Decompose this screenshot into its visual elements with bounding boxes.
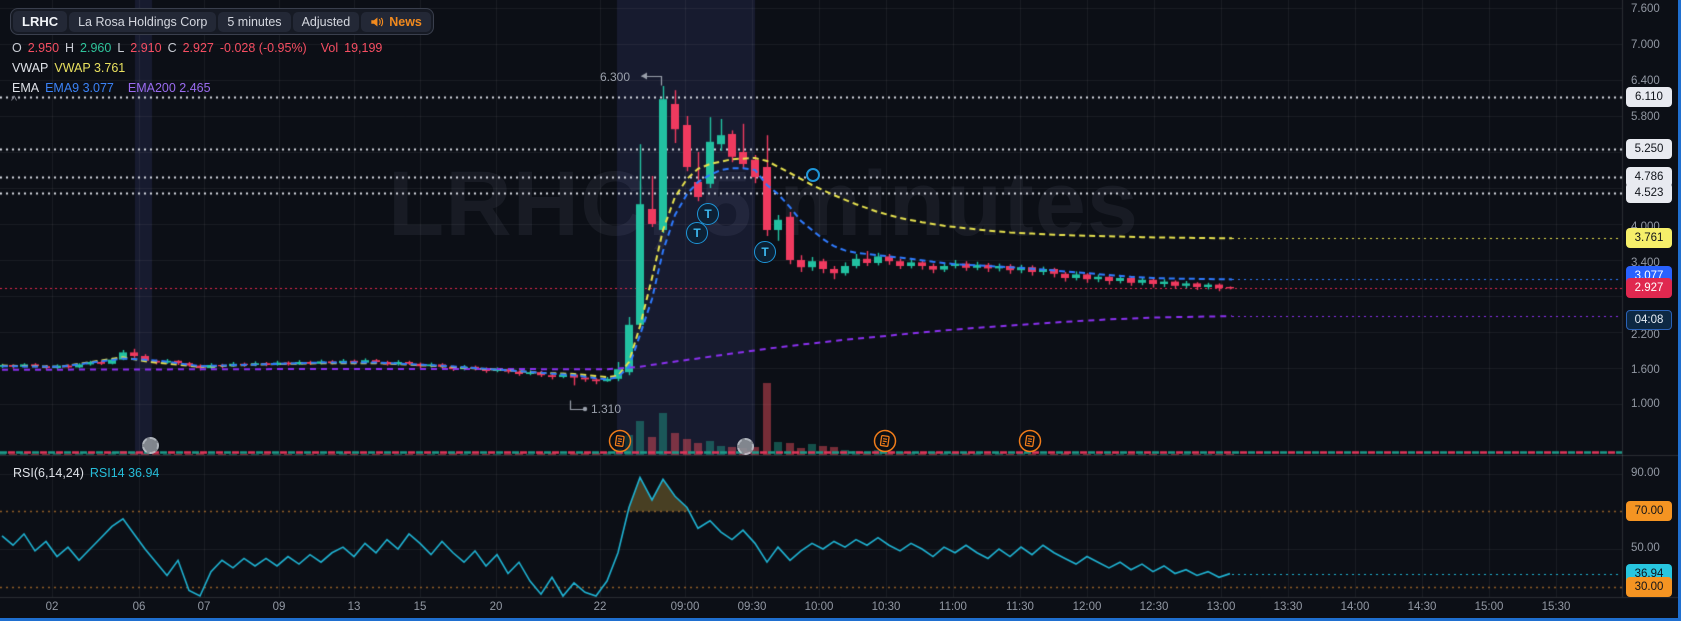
speaker-icon: [370, 15, 384, 29]
ohlc-legend[interactable]: O 2.950 H 2.960 L 2.910 C 2.927 -0.028 (…: [12, 41, 382, 55]
vwap-legend[interactable]: VWAP VWAP 3.761: [12, 61, 125, 75]
price-axis-tick[interactable]: 1.600: [1631, 364, 1660, 376]
time-axis-tick[interactable]: 12:00: [1072, 601, 1102, 613]
trade-marker[interactable]: T: [754, 241, 776, 263]
news-event-icon[interactable]: [873, 429, 897, 453]
price-axis-badge[interactable]: 3.761: [1626, 228, 1672, 248]
vwap-value: VWAP 3.761: [54, 61, 126, 75]
close-label: C: [167, 41, 177, 55]
time-axis-tick[interactable]: 11:00: [939, 601, 967, 613]
price-axis-badge[interactable]: 70.00: [1626, 501, 1672, 521]
rsi-value: RSI14 36.94: [89, 466, 160, 480]
symbol-toolbar: LRHC La Rosa Holdings Corp 5 minutes Adj…: [10, 8, 434, 35]
time-axis-tick[interactable]: 06: [132, 601, 146, 613]
time-axis-tick[interactable]: 15: [413, 601, 427, 613]
ema200-value: EMA200 2.465: [127, 81, 211, 95]
legend-collapse-caret[interactable]: ^: [11, 93, 18, 108]
price-axis-tick[interactable]: 7.000: [1631, 39, 1660, 51]
news-button[interactable]: News: [361, 11, 431, 32]
price-axis-tick[interactable]: 6.400: [1631, 75, 1660, 87]
news-event-icon[interactable]: [1018, 429, 1042, 453]
time-axis-tick[interactable]: 15:30: [1541, 601, 1571, 613]
time-axis-tick[interactable]: 22: [593, 601, 607, 613]
ema-legend[interactable]: EMA EMA9 3.077 EMA200 2.465: [12, 81, 211, 95]
alert-circle-marker[interactable]: [806, 168, 820, 182]
time-axis-tick[interactable]: 15:00: [1474, 601, 1504, 613]
low-price-annotation[interactable]: 1.310: [591, 402, 622, 416]
time-axis-tick[interactable]: 09:30: [737, 601, 767, 613]
price-axis-badge[interactable]: 04:08: [1626, 310, 1672, 330]
price-axis-badge[interactable]: 5.250: [1626, 139, 1672, 159]
trade-marker[interactable]: T: [697, 203, 719, 225]
open-value: 2.950: [27, 41, 60, 55]
time-axis-tick[interactable]: 14:00: [1340, 601, 1370, 613]
pane-right-border[interactable]: [1678, 0, 1681, 621]
price-axis-tick[interactable]: 5.800: [1631, 111, 1660, 123]
high-label: H: [65, 41, 75, 55]
symbol-description[interactable]: La Rosa Holdings Corp: [69, 11, 217, 32]
time-axis-tick[interactable]: 07: [197, 601, 211, 613]
price-axis-badge[interactable]: 4.786: [1626, 167, 1672, 187]
session-break-dot[interactable]: [142, 437, 159, 454]
low-value: 2.910: [130, 41, 162, 55]
volume-label: Vol: [320, 41, 339, 55]
price-axis-badge[interactable]: 2.927: [1626, 278, 1672, 298]
time-axis-tick[interactable]: 13:30: [1273, 601, 1303, 613]
time-axis-tick[interactable]: 09:00: [670, 601, 700, 613]
price-axis-tick[interactable]: 7.600: [1631, 3, 1660, 15]
price-axis-badge[interactable]: 4.523: [1626, 183, 1672, 203]
price-axis-badge[interactable]: 30.00: [1626, 577, 1672, 597]
time-axis-tick[interactable]: 09: [272, 601, 286, 613]
trade-marker[interactable]: T: [686, 222, 708, 244]
vwap-name: VWAP: [12, 61, 49, 75]
time-axis-tick[interactable]: 12:30: [1139, 601, 1169, 613]
price-axis-badge[interactable]: 6.110: [1626, 87, 1672, 107]
time-axis-tick[interactable]: 13:00: [1206, 601, 1236, 613]
rsi-axis-tick[interactable]: 50.00: [1631, 542, 1660, 554]
interval-button[interactable]: 5 minutes: [218, 11, 291, 32]
volume-value: 19,199: [344, 41, 383, 55]
ema9-value: EMA9 3.077: [45, 81, 114, 95]
time-axis-tick[interactable]: 14:30: [1407, 601, 1437, 613]
news-event-icon[interactable]: [608, 429, 632, 453]
rsi-legend[interactable]: RSI(6,14,24) RSI14 36.94: [13, 466, 159, 480]
adjusted-toggle[interactable]: Adjusted: [292, 11, 360, 32]
price-axis-tick[interactable]: 2.200: [1631, 329, 1660, 341]
change-value: -0.028 (-0.95%): [219, 41, 307, 55]
time-axis-tick[interactable]: 11:30: [1006, 601, 1034, 613]
news-label: News: [389, 14, 422, 29]
close-value: 2.927: [182, 41, 214, 55]
symbol-button[interactable]: LRHC: [13, 11, 68, 32]
low-label: L: [117, 41, 125, 55]
high-price-annotation[interactable]: 6.300: [600, 70, 631, 84]
high-value: 2.960: [80, 41, 112, 55]
session-break-dot[interactable]: [737, 438, 754, 455]
time-axis-tick[interactable]: 20: [489, 601, 503, 613]
ema-name: EMA: [12, 81, 40, 95]
pane-bottom-border[interactable]: [0, 618, 1681, 621]
time-axis-tick[interactable]: 02: [45, 601, 59, 613]
time-axis-tick[interactable]: 10:30: [871, 601, 901, 613]
price-axis-tick[interactable]: 1.000: [1631, 398, 1660, 410]
time-axis-tick[interactable]: 13: [347, 601, 361, 613]
rsi-name: RSI(6,14,24): [13, 466, 84, 480]
rsi-axis-tick[interactable]: 90.00: [1631, 467, 1660, 479]
time-axis-tick[interactable]: 10:00: [804, 601, 834, 613]
open-label: O: [12, 41, 22, 55]
